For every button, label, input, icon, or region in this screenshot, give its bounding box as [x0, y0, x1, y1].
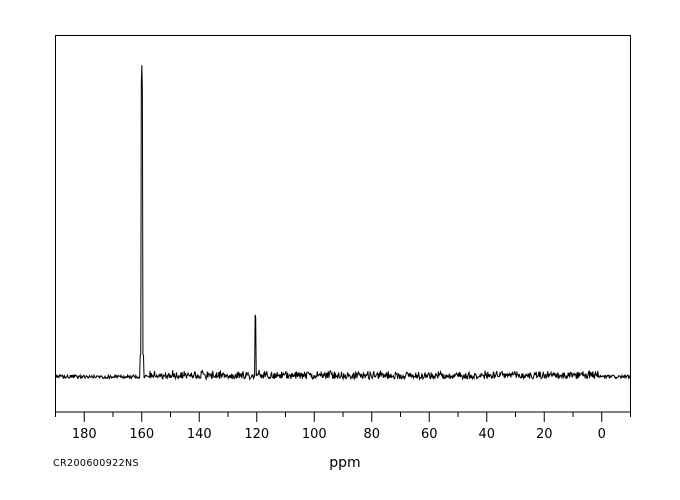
x-axis-tick-label: 0: [598, 427, 606, 442]
x-axis-title: ppm: [329, 455, 360, 471]
spectrum-trace: [55, 65, 631, 382]
x-axis-tick-label: 100: [302, 427, 327, 442]
x-axis-tick-label: 140: [187, 427, 212, 442]
x-axis-tick-label: 40: [478, 427, 495, 442]
x-axis-tick-label: 120: [244, 427, 269, 442]
sample-id-label: CR200600922NS: [53, 458, 139, 469]
x-axis-ticks: [55, 412, 631, 422]
x-axis-tick-label: 20: [536, 427, 553, 442]
x-axis-tick-labels: 180 160 140 120 100 80 60 40 20 0: [72, 427, 606, 442]
x-axis-tick-label: 60: [421, 427, 438, 442]
x-axis-tick-label: 180: [72, 427, 97, 442]
x-axis-tick-label: 80: [363, 427, 380, 442]
spectrum-trace-group: [55, 65, 631, 382]
x-axis-tick-label: 160: [129, 427, 154, 442]
